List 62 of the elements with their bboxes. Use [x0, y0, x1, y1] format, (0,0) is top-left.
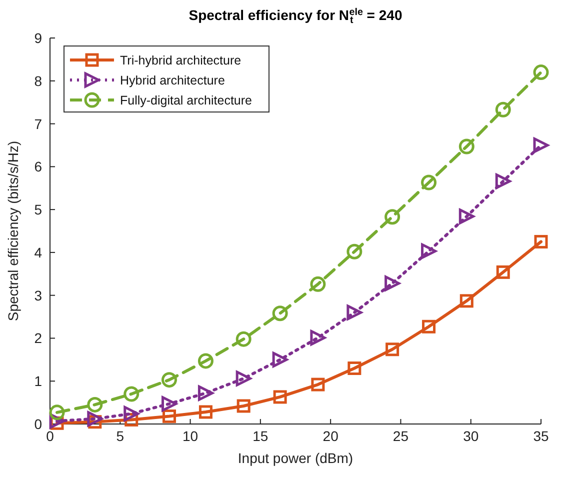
y-tick-label: 2 — [34, 330, 42, 346]
point — [310, 276, 326, 292]
point — [272, 306, 288, 322]
point — [161, 396, 177, 412]
point — [534, 234, 548, 248]
point — [49, 404, 65, 420]
x-tick-label: 35 — [533, 428, 549, 444]
point — [422, 320, 436, 334]
point — [346, 244, 362, 260]
point — [273, 390, 287, 404]
point — [346, 304, 362, 320]
point — [124, 386, 140, 402]
x-tick-label: 30 — [463, 428, 479, 444]
point — [198, 405, 212, 419]
point — [421, 243, 437, 259]
x-tick-label: 15 — [252, 428, 268, 444]
y-tick-label: 5 — [34, 202, 42, 218]
point — [198, 385, 214, 401]
point — [421, 174, 437, 190]
point — [236, 331, 252, 347]
legend-label: Fully-digital architecture — [120, 94, 252, 108]
x-tick-label: 20 — [322, 428, 339, 444]
point — [533, 137, 549, 153]
x-tick-label: 25 — [392, 428, 409, 444]
point — [458, 208, 474, 224]
chart-title: Spectral efficiency for N$_{t}$$^{ele}$ = 240 — [188, 6, 402, 26]
y-tick-label: 1 — [34, 373, 42, 390]
point — [384, 209, 400, 225]
y-tick-label: 4 — [34, 244, 42, 260]
x-tick-label: 5 — [116, 428, 124, 444]
y-tick-label: 3 — [34, 287, 42, 304]
point — [272, 352, 288, 368]
point — [87, 411, 103, 427]
point — [495, 174, 511, 189]
y-tick-label: 6 — [34, 158, 42, 175]
y-tick-label: 0 — [34, 416, 42, 432]
point — [495, 102, 511, 118]
x-axis-title: Input power (dBm) — [238, 450, 354, 466]
point — [161, 372, 177, 388]
legend-label: Tri-hybrid architecture — [120, 54, 242, 68]
point — [198, 353, 214, 369]
y-axis-title: Spectral efficiency (bits/s/Hz) — [5, 140, 21, 322]
point — [87, 396, 103, 412]
point — [386, 342, 400, 356]
point — [460, 294, 474, 308]
point — [124, 406, 140, 422]
y-tick-label: 8 — [34, 72, 42, 89]
x-tick-label: 0 — [46, 428, 54, 444]
point — [310, 330, 326, 346]
point — [533, 64, 549, 80]
x-tick-label: 10 — [182, 428, 198, 444]
point — [348, 361, 362, 375]
point — [162, 410, 176, 424]
point — [236, 370, 252, 386]
point — [236, 399, 250, 413]
y-tick-label: 7 — [34, 116, 42, 132]
legend-label: Hybrid architecture — [120, 74, 225, 88]
point — [458, 138, 474, 154]
y-tick-label: 9 — [34, 30, 42, 46]
point — [384, 276, 400, 292]
point — [496, 265, 510, 279]
point — [311, 378, 325, 392]
